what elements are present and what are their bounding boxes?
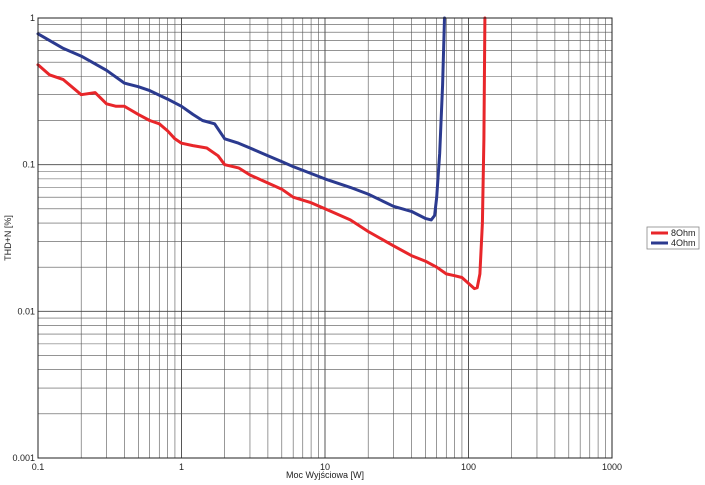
- y-tick-label: 1: [30, 13, 35, 23]
- x-tick-label: 100: [461, 462, 476, 472]
- tick-labels: 0.1 1 10 100 1000 0.001 0.01 0.1 1: [12, 13, 622, 472]
- plot-border: [37, 17, 613, 459]
- y-tick-label: 0.1: [22, 160, 35, 170]
- plot-frame: [37, 17, 613, 459]
- legend-label-8ohm: 8Ohm: [671, 228, 696, 238]
- x-axis-title: Moc Wyjściowa [W]: [286, 470, 364, 480]
- legend: 8Ohm 4Ohm: [646, 226, 700, 250]
- series-lines: [36, 16, 487, 291]
- x-tick-label: 0.1: [32, 462, 45, 472]
- legend-label-4ohm: 4Ohm: [671, 238, 696, 248]
- y-tick-label: 0.001: [12, 453, 35, 463]
- x-tick-label: 1: [179, 462, 184, 472]
- series-line-8ohm: [36, 16, 487, 291]
- x-tick-label: 1000: [602, 462, 622, 472]
- y-axis-title: THD+N [%]: [3, 215, 13, 261]
- y-tick-label: 0.01: [17, 306, 35, 316]
- x-tick-label: 10: [320, 462, 330, 472]
- series-line-4ohm: [36, 16, 446, 222]
- grid-lines: [37, 18, 612, 459]
